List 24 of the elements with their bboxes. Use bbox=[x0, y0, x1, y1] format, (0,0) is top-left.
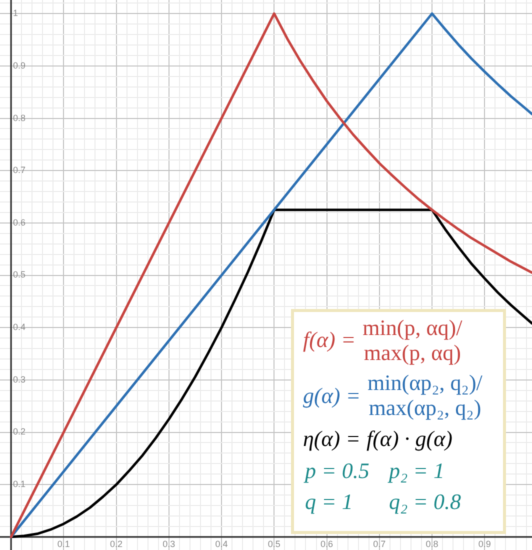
annotation: q = 1 bbox=[305, 488, 354, 514]
y-tick-label: 0.8 bbox=[13, 112, 26, 123]
x-tick-label: 0.4 bbox=[215, 538, 228, 549]
x-tick-label: 0.7 bbox=[373, 538, 386, 549]
x-tick-label: 0.2 bbox=[110, 538, 123, 549]
x-tick-label: 0.8 bbox=[426, 538, 438, 549]
y-tick-label: 0.2 bbox=[13, 426, 26, 437]
text: η(α) = f(α) · g(α) bbox=[303, 426, 452, 452]
y-tick-label: 0.5 bbox=[13, 270, 26, 280]
y-tick-label: 1 bbox=[13, 8, 18, 18]
y-tick-label: 0.3 bbox=[13, 374, 26, 384]
annotation: q₂ = 0.8 bbox=[389, 488, 462, 514]
x-tick-label: 0.3 bbox=[162, 538, 176, 549]
y-tick-label: 0.1 bbox=[13, 479, 26, 490]
y-tick-label: 0.4 bbox=[13, 322, 26, 332]
y-tick-label: 0.9 bbox=[13, 60, 26, 70]
x-tick-label: 0.1 bbox=[57, 538, 70, 549]
x-tick-label: 0.9 bbox=[478, 538, 491, 549]
x-tick-label: 0.5 bbox=[268, 538, 280, 549]
y-tick-label: 0.6 bbox=[13, 217, 26, 228]
x-tick-label: 0.6 bbox=[320, 538, 334, 549]
annotation: p = 0.5 bbox=[305, 458, 370, 484]
y-tick-label: 0.7 bbox=[13, 165, 26, 176]
annotation: p₂ = 1 bbox=[389, 458, 446, 484]
